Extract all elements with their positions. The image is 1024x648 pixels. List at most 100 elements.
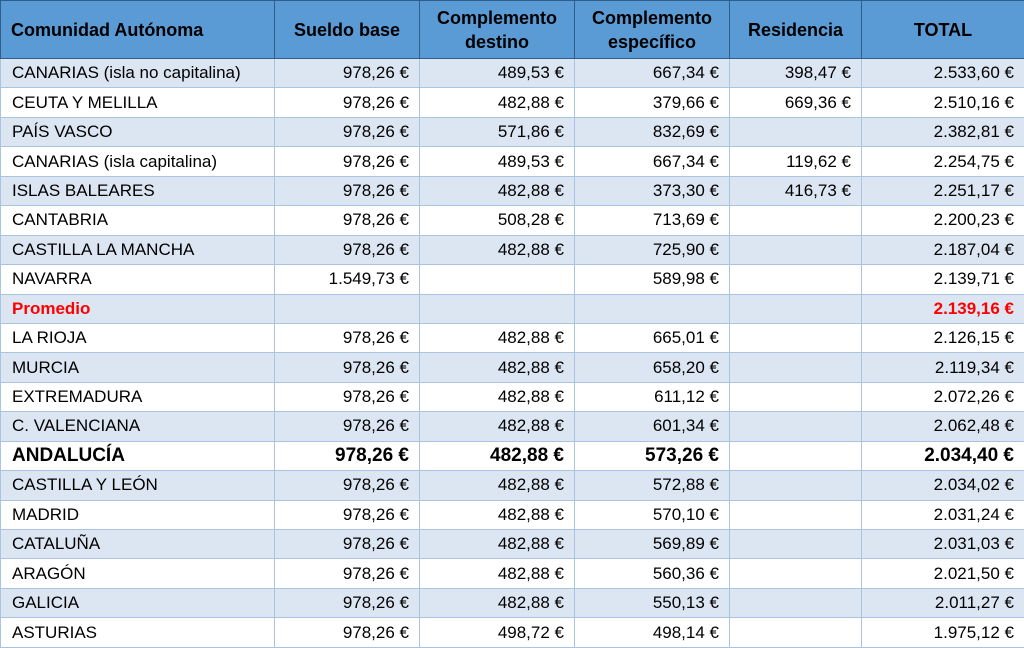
complemento-especifico-cell: 832,69 € bbox=[574, 116, 730, 148]
residencia-cell bbox=[729, 587, 862, 619]
residencia-cell bbox=[729, 381, 862, 413]
complemento-especifico-cell: 379,66 € bbox=[574, 87, 730, 118]
complemento-destino-cell: 482,88 € bbox=[419, 381, 575, 413]
average-row: Promedio 2.139,16 € bbox=[0, 293, 1024, 324]
complemento-destino-cell: 489,53 € bbox=[419, 146, 575, 177]
table-row: CATALUÑA 978,26 €482,88 €569,89 € 2.031,03… bbox=[0, 528, 1024, 560]
community-cell: Promedio bbox=[0, 293, 275, 324]
table-row: ARAGÓN 978,26 €482,88 €560,36 € 2.021,50 € bbox=[0, 558, 1024, 589]
complemento-especifico-cell: 658,20 € bbox=[574, 352, 730, 383]
table-body: CANARIAS (isla no capitalina) 978,26 €489… bbox=[0, 57, 1024, 648]
community-cell: MADRID bbox=[0, 499, 275, 531]
complemento-destino-cell bbox=[419, 293, 575, 324]
total-cell: 2.021,50 € bbox=[861, 558, 1024, 589]
complemento-destino-cell: 482,88 € bbox=[419, 322, 575, 354]
residencia-cell: 398,47 € bbox=[729, 57, 862, 89]
complemento-especifico-cell: 560,36 € bbox=[574, 558, 730, 589]
table-row: CASTILLA LA MANCHA 978,26 €482,88 €725,90… bbox=[0, 234, 1024, 266]
total-cell: 2.382,81 € bbox=[861, 116, 1024, 148]
sueldo-base-cell: 978,26 € bbox=[274, 617, 420, 648]
sueldo-base-cell: 978,26 € bbox=[274, 499, 420, 531]
sueldo-base-cell bbox=[274, 293, 420, 324]
residencia-cell bbox=[729, 499, 862, 531]
residencia-cell bbox=[729, 528, 862, 560]
community-cell: CASTILLA LA MANCHA bbox=[0, 234, 275, 266]
table-row: PAÍS VASCO 978,26 €571,86 €832,69 € 2.382,… bbox=[0, 116, 1024, 148]
residencia-cell bbox=[729, 116, 862, 148]
table-header-row: Comunidad Autónoma Sueldo base Complemen… bbox=[0, 0, 1024, 59]
sueldo-base-cell: 978,26 € bbox=[274, 528, 420, 560]
sueldo-base-cell: 1.549,73 € bbox=[274, 264, 420, 295]
community-cell: GALICIA bbox=[0, 587, 275, 619]
complemento-destino-cell: 482,88 € bbox=[419, 470, 575, 501]
complemento-especifico-cell: 572,88 € bbox=[574, 470, 730, 501]
sueldo-base-cell: 978,26 € bbox=[274, 175, 420, 207]
complemento-destino-cell: 508,28 € bbox=[419, 205, 575, 236]
community-cell: ANDALUCÍA bbox=[0, 440, 275, 472]
total-cell: 2.139,16 € bbox=[861, 293, 1024, 324]
residencia-cell bbox=[729, 440, 862, 472]
community-cell: EXTREMADURA bbox=[0, 381, 275, 413]
sueldo-base-cell: 978,26 € bbox=[274, 87, 420, 118]
sueldo-base-cell: 978,26 € bbox=[274, 57, 420, 89]
residencia-cell bbox=[729, 617, 862, 648]
community-cell: CATALUÑA bbox=[0, 528, 275, 560]
community-cell: CANARIAS (isla capitalina) bbox=[0, 146, 275, 177]
table-row: EXTREMADURA 978,26 €482,88 €611,12 € 2.072… bbox=[0, 381, 1024, 413]
sueldo-base-cell: 978,26 € bbox=[274, 352, 420, 383]
complemento-destino-cell: 482,88 € bbox=[419, 352, 575, 383]
sueldo-base-cell: 978,26 € bbox=[274, 440, 420, 472]
residencia-cell bbox=[729, 264, 862, 295]
complemento-destino-cell: 482,88 € bbox=[419, 411, 575, 442]
sueldo-base-cell: 978,26 € bbox=[274, 116, 420, 148]
residencia-cell bbox=[729, 205, 862, 236]
residencia-cell bbox=[729, 411, 862, 442]
community-cell: CANTABRIA bbox=[0, 205, 275, 236]
total-cell: 2.200,23 € bbox=[861, 205, 1024, 236]
total-cell: 2.031,03 € bbox=[861, 528, 1024, 560]
residencia-cell bbox=[729, 558, 862, 589]
complemento-especifico-cell: 550,13 € bbox=[574, 587, 730, 619]
complemento-destino-cell: 482,88 € bbox=[419, 587, 575, 619]
table-row: CASTILLA Y LEÓN 978,26 €482,88 €572,88 € 2… bbox=[0, 470, 1024, 501]
header-residencia: Residencia bbox=[729, 0, 862, 59]
total-cell: 1.975,12 € bbox=[861, 617, 1024, 648]
complemento-destino-cell: 482,88 € bbox=[419, 528, 575, 560]
table-row: MURCIA 978,26 €482,88 €658,20 € 2.119,34 € bbox=[0, 352, 1024, 383]
header-complemento-especifico: Complemento específico bbox=[574, 0, 730, 59]
residencia-cell bbox=[729, 470, 862, 501]
complemento-especifico-cell: 725,90 € bbox=[574, 234, 730, 266]
residencia-cell bbox=[729, 352, 862, 383]
table-row: ISLAS BALEARES 978,26 €482,88 €373,30 €41… bbox=[0, 175, 1024, 207]
table-row: ASTURIAS 978,26 €498,72 €498,14 € 1.975,12… bbox=[0, 617, 1024, 648]
table-row: NAVARRA 1.549,73 € 589,98 € 2.139,71 € bbox=[0, 264, 1024, 295]
sueldo-base-cell: 978,26 € bbox=[274, 587, 420, 619]
table-row: CANARIAS (isla no capitalina) 978,26 €489… bbox=[0, 57, 1024, 89]
residencia-cell bbox=[729, 293, 862, 324]
table-row: LA RIOJA 978,26 €482,88 €665,01 € 2.126,15… bbox=[0, 322, 1024, 354]
residencia-cell: 669,36 € bbox=[729, 87, 862, 118]
total-cell: 2.533,60 € bbox=[861, 57, 1024, 89]
complemento-especifico-cell: 573,26 € bbox=[574, 440, 730, 472]
community-cell: CASTILLA Y LEÓN bbox=[0, 470, 275, 501]
complemento-especifico-cell: 665,01 € bbox=[574, 322, 730, 354]
table-row: CANARIAS (isla capitalina) 978,26 €489,53… bbox=[0, 146, 1024, 177]
complemento-especifico-cell: 589,98 € bbox=[574, 264, 730, 295]
total-cell: 2.034,02 € bbox=[861, 470, 1024, 501]
complemento-especifico-cell bbox=[574, 293, 730, 324]
community-cell: MURCIA bbox=[0, 352, 275, 383]
sueldo-base-cell: 978,26 € bbox=[274, 205, 420, 236]
sueldo-base-cell: 978,26 € bbox=[274, 146, 420, 177]
table-row: C. VALENCIANA 978,26 €482,88 €601,34 € 2.0… bbox=[0, 411, 1024, 442]
total-cell: 2.251,17 € bbox=[861, 175, 1024, 207]
complemento-destino-cell: 482,88 € bbox=[419, 234, 575, 266]
complemento-especifico-cell: 667,34 € bbox=[574, 146, 730, 177]
community-cell: PAÍS VASCO bbox=[0, 116, 275, 148]
header-comunidad: Comunidad Autónoma bbox=[0, 0, 275, 59]
residencia-cell: 119,62 € bbox=[729, 146, 862, 177]
complemento-destino-cell: 571,86 € bbox=[419, 116, 575, 148]
community-cell: CEUTA Y MELILLA bbox=[0, 87, 275, 118]
community-cell: NAVARRA bbox=[0, 264, 275, 295]
table-row: CEUTA Y MELILLA 978,26 €482,88 €379,66 €6… bbox=[0, 87, 1024, 118]
sueldo-base-cell: 978,26 € bbox=[274, 381, 420, 413]
